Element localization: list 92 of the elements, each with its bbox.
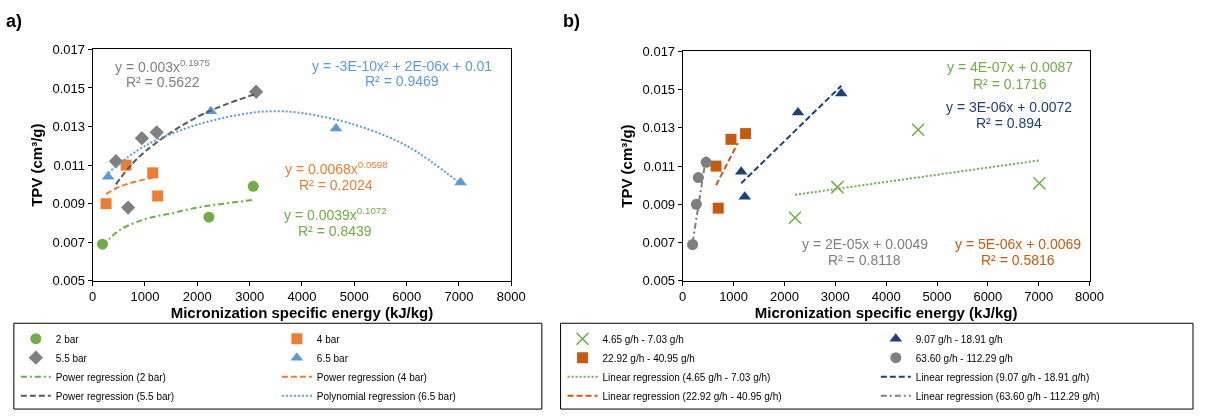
legend-label: 2 bar — [55, 333, 80, 345]
x-tick-label: 2000 — [182, 289, 212, 305]
point — [687, 239, 699, 250]
chart-title: b) — [563, 11, 580, 31]
annotation: y = 0.0039x$^{0.1072}$ — [284, 205, 387, 223]
x-tick-label: 6000 — [392, 289, 422, 305]
legend-label: Linear regression (9.07 g/h - 18.91 g/h) — [915, 371, 1090, 383]
x-axis-title: Micronization specific energy (kJ/kg) — [170, 304, 434, 322]
point — [710, 160, 722, 172]
annotation: y = 3E-06x + 0.0072 — [946, 99, 1073, 115]
annotation: y = 0.0068x$^{0.0598}$ — [285, 159, 389, 177]
point — [690, 198, 702, 210]
y-tick-label: 0.015 — [642, 82, 676, 98]
legend-label: Linear regression (63.60 g/h - 112.29 g/h) — [915, 390, 1100, 402]
annotation: R² = 0.2024 — [299, 177, 373, 193]
annotation: R² = 0.8439 — [298, 223, 372, 239]
legend-label: 9.07 g/h - 18.91 g/h — [915, 333, 1003, 345]
chart-title: a) — [6, 11, 23, 31]
point — [203, 211, 215, 223]
point — [147, 167, 159, 179]
y-tick-label: 0.013 — [642, 120, 676, 136]
x-tick-label: 7000 — [1024, 289, 1054, 305]
point — [1032, 176, 1047, 191]
y-tick-label: 0.017 — [642, 43, 676, 59]
legend-label: Linear regression (4.65 g/h - 7.03 g/h) — [602, 371, 771, 383]
legend-label: Power regression (5.5 bar) — [55, 390, 175, 402]
x-tick-label: 4000 — [871, 289, 901, 305]
legend-label: 4.65 g/h - 7.03 g/h — [602, 333, 684, 345]
point — [712, 202, 724, 214]
x-tick-label: 8000 — [496, 289, 526, 305]
annotation: R² = 0.9469 — [365, 73, 439, 89]
x-tick-label: 1000 — [719, 289, 749, 305]
legend-label: 5.5 bar — [55, 352, 88, 364]
point — [725, 133, 737, 145]
x-tick-label: 7000 — [444, 289, 474, 305]
y-tick-label: 0.009 — [52, 196, 86, 212]
y-tick-label: 0.005 — [52, 273, 86, 289]
legend-label: 22.92 g/h - 40.95 g/h — [602, 352, 695, 364]
x-axis-title: Micronization specific energy (kJ/kg) — [754, 304, 1018, 322]
annotation: y = 0.003x$^{0.1975}$ — [115, 57, 211, 75]
legend-label: Polynomial regression (6.5 bar) — [316, 390, 456, 402]
annotation: y = 2E-05x + 0.0049 — [802, 236, 929, 252]
annotation: R² = 0.894 — [976, 115, 1042, 131]
x-tick-label: 5000 — [339, 289, 369, 305]
x-tick-label: 0 — [89, 289, 97, 305]
legend-label: 63.60 g/h - 112.29 g/h — [915, 352, 1013, 364]
annotation: R² = 0.1716 — [973, 76, 1047, 92]
y-tick-label: 0.011 — [53, 157, 86, 173]
point — [152, 190, 164, 202]
y-tick-label: 0.013 — [52, 119, 86, 135]
point — [100, 198, 112, 210]
point — [834, 87, 848, 97]
x-tick-label: 5000 — [922, 289, 952, 305]
point — [134, 130, 150, 146]
x-tick-label: 1000 — [130, 289, 160, 305]
y-tick-label: 0.007 — [642, 235, 676, 251]
y-axis-title: TPV (cm³/g) — [617, 124, 635, 208]
legend-label: Linear regression (22.92 g/h - 40.95 g/h) — [602, 390, 782, 402]
x-tick-label: 4000 — [287, 289, 317, 305]
point — [692, 172, 704, 184]
x-tick-label: 0 — [679, 289, 687, 305]
y-axis-title: TPV (cm³/g) — [27, 123, 45, 207]
point — [247, 180, 259, 192]
point — [120, 200, 136, 215]
y-tick-label: 0.017 — [52, 41, 86, 57]
point — [249, 84, 264, 99]
y-tick-label: 0.007 — [52, 234, 86, 250]
y-tick-label: 0.005 — [642, 273, 676, 289]
annotation: y = 4E-07x + 0.0087 — [947, 59, 1074, 75]
annotation: R² = 0.8118 — [828, 252, 901, 268]
x-tick-label: 3000 — [235, 289, 265, 305]
y-tick-label: 0.009 — [642, 196, 676, 212]
point — [830, 180, 845, 194]
x-tick-label: 6000 — [973, 289, 1003, 305]
legend-label: Power regression (2 bar) — [55, 371, 166, 383]
point — [788, 210, 802, 225]
annotation: y = -3E-10x² + 2E-06x + 0.01 — [312, 58, 493, 74]
annotation: R² = 0.5816 — [981, 252, 1055, 268]
point — [149, 125, 164, 140]
x-tick-label: 2000 — [769, 289, 799, 305]
point — [911, 123, 925, 137]
annotation: R² = 0.5622 — [126, 74, 200, 90]
y-tick-label: 0.011 — [643, 158, 676, 174]
point — [329, 122, 343, 132]
x-tick-label: 8000 — [1075, 289, 1105, 305]
legend-label: 4 bar — [316, 333, 341, 345]
legend-label: 6.5 bar — [316, 352, 349, 364]
point — [740, 128, 752, 140]
annotation: y = 5E-06x + 0.0069 — [955, 236, 1082, 252]
y-tick-label: 0.015 — [52, 80, 86, 96]
x-tick-label: 3000 — [820, 289, 850, 305]
legend-label: Power regression (4 bar) — [316, 371, 427, 383]
